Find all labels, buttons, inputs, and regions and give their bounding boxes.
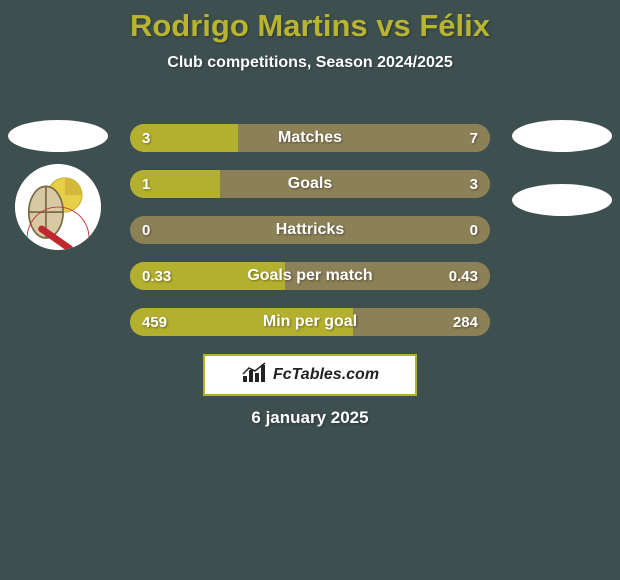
page-title: Rodrigo Martins vs Félix [0, 0, 620, 44]
club-badge-leixoes [15, 164, 101, 250]
bar-label: Goals [130, 170, 490, 198]
attribution-text: FcTables.com [273, 366, 379, 384]
right-player-column [512, 120, 612, 216]
bar-label: Goals per match [130, 262, 490, 290]
player-placeholder-oval [512, 120, 612, 152]
date: 6 january 2025 [0, 408, 620, 428]
bar-label: Min per goal [130, 308, 490, 336]
player-placeholder-oval [8, 120, 108, 152]
club-placeholder-oval [512, 184, 612, 216]
bar-label: Matches [130, 124, 490, 152]
bar-row: 459284Min per goal [130, 308, 490, 336]
attribution-badge[interactable]: FcTables.com [203, 354, 417, 396]
bar-label: Hattricks [130, 216, 490, 244]
bar-row: 0.330.43Goals per match [130, 262, 490, 290]
bar-row: 13Goals [130, 170, 490, 198]
bar-chart-icon [241, 362, 267, 389]
comparison-card: Rodrigo Martins vs Félix Club competitio… [0, 0, 620, 580]
bar-row: 37Matches [130, 124, 490, 152]
subtitle: Club competitions, Season 2024/2025 [0, 54, 620, 72]
left-player-column [8, 120, 108, 250]
bar-row: 00Hattricks [130, 216, 490, 244]
comparison-bars: 37Matches 13Goals 00Hattricks 0.330.43Goals… [130, 124, 490, 336]
